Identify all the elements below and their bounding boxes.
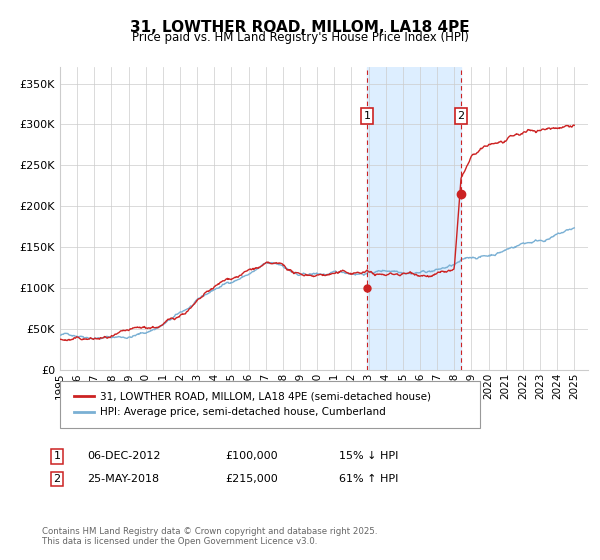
Text: 06-DEC-2012: 06-DEC-2012: [87, 451, 161, 461]
Legend: 31, LOWTHER ROAD, MILLOM, LA18 4PE (semi-detached house), HPI: Average price, se: 31, LOWTHER ROAD, MILLOM, LA18 4PE (semi…: [70, 388, 435, 421]
Text: £215,000: £215,000: [225, 474, 278, 484]
Text: 2: 2: [53, 474, 61, 484]
Text: 2: 2: [458, 111, 465, 121]
Text: Price paid vs. HM Land Registry's House Price Index (HPI): Price paid vs. HM Land Registry's House …: [131, 31, 469, 44]
Text: 15% ↓ HPI: 15% ↓ HPI: [339, 451, 398, 461]
Text: 1: 1: [364, 111, 371, 121]
Text: 31, LOWTHER ROAD, MILLOM, LA18 4PE: 31, LOWTHER ROAD, MILLOM, LA18 4PE: [130, 20, 470, 35]
Text: 1: 1: [53, 451, 61, 461]
FancyBboxPatch shape: [60, 381, 480, 428]
Text: 25-MAY-2018: 25-MAY-2018: [87, 474, 159, 484]
Text: 61% ↑ HPI: 61% ↑ HPI: [339, 474, 398, 484]
Bar: [367, 67, 461, 370]
Text: Contains HM Land Registry data © Crown copyright and database right 2025.
This d: Contains HM Land Registry data © Crown c…: [42, 526, 377, 546]
Text: £100,000: £100,000: [225, 451, 278, 461]
